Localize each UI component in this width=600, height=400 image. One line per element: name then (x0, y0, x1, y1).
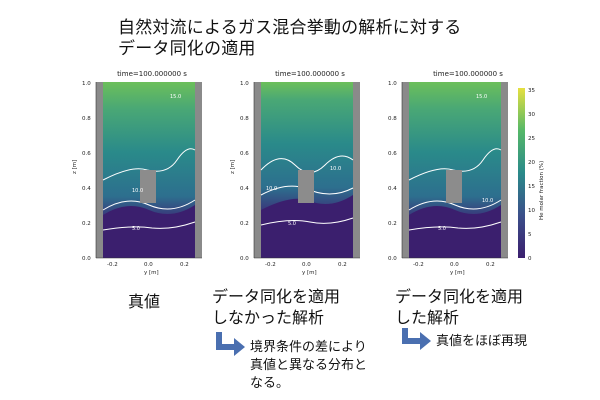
obstacle (140, 170, 156, 203)
y-tick-label: 0.6 (240, 151, 249, 157)
contour-line (102, 199, 196, 211)
y-tick-label: 0.4 (388, 186, 397, 192)
x-tick-label: 0.0 (302, 262, 311, 268)
note-middle-line2: 真値と異なる分布と (250, 358, 368, 373)
contour-line (408, 199, 502, 211)
slide-title: 自然対流によるガス混合挙動の解析に対する データ同化の適用 (118, 18, 462, 60)
plot-time-label: time=100.000000 s (275, 70, 345, 78)
low-fraction-region (103, 205, 195, 258)
contour-line (102, 148, 196, 181)
y-tick-label: 1.0 (82, 81, 91, 87)
colorbar-tick-label: 30 (528, 112, 535, 118)
colorbar-tick-label: 35 (528, 88, 535, 94)
wall-right (501, 82, 508, 258)
contour-label: 10.0 (266, 186, 277, 192)
contour-label: 5.0 (132, 226, 140, 232)
colorbar-tick-label: 20 (528, 160, 535, 166)
slide-title-line2: データ同化の適用 (118, 39, 256, 59)
x-axis-label: y [m] (144, 270, 159, 276)
caption-without-assimilation-line2: しなかった解析 (212, 308, 325, 327)
low-fraction-region (409, 205, 501, 258)
y-tick-label: 0.8 (240, 116, 249, 122)
plot-time-label: time=100.000000 s (117, 70, 187, 78)
wall-left (254, 82, 261, 258)
y-tick-label: 1.0 (388, 81, 397, 87)
wall-left (402, 82, 409, 258)
y-tick-label: 0.8 (82, 116, 91, 122)
contour-label: 15.0 (476, 94, 487, 100)
contour-label: 5.0 (438, 226, 446, 232)
arrow-icon (402, 328, 431, 350)
y-tick-label: 0.6 (82, 151, 91, 157)
contour-line (408, 148, 502, 181)
y-tick-label: 0.4 (240, 186, 249, 192)
colorbar-tick-label: 0 (528, 256, 532, 262)
y-tick-label: 0.0 (240, 256, 249, 262)
x-tick-label: -0.2 (107, 262, 118, 268)
x-tick-label: -0.2 (265, 262, 276, 268)
caption-with-assimilation-line2: した解析 (395, 308, 460, 327)
x-axis-label: y [m] (450, 270, 465, 276)
field-plot: 10.0 5.0 10.0 -0.2 0.0 0.2 y [m] 0.0 0.2… (230, 81, 360, 276)
note-right-line1: 真値をほぼ再現 (436, 334, 528, 349)
y-tick-label: 0.8 (388, 116, 397, 122)
contour-line (408, 221, 502, 231)
obstacle (446, 170, 462, 203)
slide-title-line1: 自然対流によるガス混合挙動の解析に対する (118, 18, 462, 38)
plot-time-label: time=100.000000 s (433, 70, 503, 78)
y-tick-label: 0.0 (388, 256, 397, 262)
y-tick-label: 0.2 (240, 221, 249, 227)
y-tick-label: 0.0 (82, 256, 91, 262)
field-plot: 15.0 10.0 5.0 -0.2 0.0 0.2 y [m] 0.0 0.2… (72, 81, 202, 276)
contour-label: 10.0 (482, 198, 493, 204)
arrow-icon (216, 332, 245, 356)
colorbar-tick-label: 10 (528, 208, 535, 214)
y-tick-label: 1.0 (240, 81, 249, 87)
y-axis-label: z [m] (72, 160, 78, 174)
plot-panel-without-assimilation: time=100.000000 s 10.0 5.0 10.0 -0.2 0.0… (230, 70, 390, 280)
wall-right (353, 82, 360, 258)
caption-with-assimilation-line1: データ同化を適用 (395, 287, 524, 306)
y-tick-label: 0.6 (388, 151, 397, 157)
caption-without-assimilation-line1: データ同化を適用 (212, 287, 341, 306)
colorbar (518, 88, 525, 258)
plot-panel-true-value: time=100.000000 s 15.0 10.0 5.0 -0.2 0.0… (72, 70, 232, 280)
contour-label: 10.0 (330, 166, 341, 172)
note-middle-line3: なる。 (250, 376, 290, 391)
contour-label: 10.0 (132, 188, 143, 194)
colorbar-label: He molar fraction (%) (539, 161, 545, 220)
x-tick-label: 0.0 (144, 262, 153, 268)
low-fraction-region (261, 195, 353, 258)
colorbar-tick-label: 15 (528, 184, 535, 190)
x-tick-label: 0.2 (338, 262, 347, 268)
contour-line (102, 221, 196, 231)
y-tick-label: 0.2 (82, 221, 91, 227)
colorbar-tick-label: 25 (528, 136, 535, 142)
caption-true-value: 真値 (128, 292, 161, 311)
note-middle-line1: 境界条件の差により (250, 340, 367, 355)
contour-label: 5.0 (288, 221, 296, 227)
colorbar-tick-label: 5 (528, 232, 532, 238)
contour-line (260, 217, 354, 226)
wall-right (195, 82, 202, 258)
obstacle (298, 170, 314, 203)
contour-label: 15.0 (170, 94, 181, 100)
y-axis-label: z [m] (230, 160, 236, 174)
plot-panel-with-assimilation: time=100.000000 s (388, 70, 548, 280)
x-axis-label: y [m] (302, 270, 317, 276)
x-tick-label: -0.2 (413, 262, 424, 268)
y-tick-label: 0.2 (388, 221, 397, 227)
x-tick-label: 0.0 (450, 262, 459, 268)
y-tick-label: 0.4 (82, 186, 91, 192)
x-tick-label: 0.2 (486, 262, 495, 268)
x-tick-label: 0.2 (180, 262, 189, 268)
wall-left (96, 82, 103, 258)
field-plot: 15.0 10.0 5.0 -0.2 0.0 0.2 y [m] 0.0 0.2… (388, 81, 545, 276)
